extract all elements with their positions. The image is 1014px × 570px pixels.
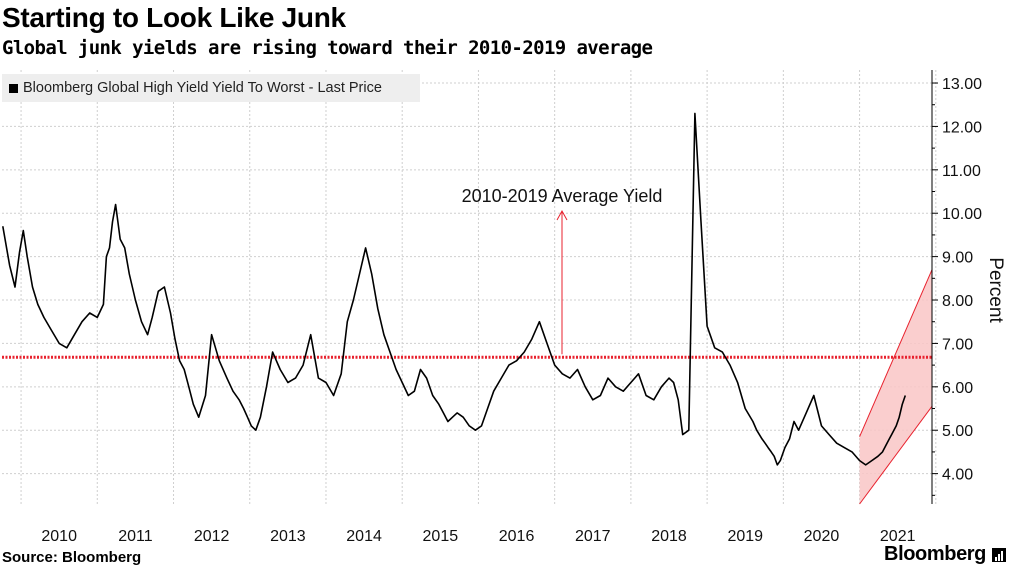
y-axis — [931, 70, 938, 504]
x-tick-label: 2018 — [651, 528, 687, 545]
chart-subtitle: Global junk yields are rising toward the… — [2, 37, 653, 59]
bar-chart-icon — [992, 547, 1006, 562]
y-tick-label: 6.00 — [942, 380, 973, 397]
legend-entry: Bloomberg Global High Yield Yield To Wor… — [23, 80, 382, 96]
x-tick-label: 2012 — [194, 528, 230, 545]
y-tick-label: 13.00 — [942, 76, 982, 93]
x-tick-label: 2010 — [41, 528, 77, 545]
chart-title: Starting to Look Like Junk — [2, 2, 346, 33]
y-tick-label: 8.00 — [942, 293, 973, 310]
x-tick-label: 2013 — [270, 528, 306, 545]
average-line-group: 2010-2019 Average Yield — [2, 186, 932, 359]
channel-lower-edge — [859, 406, 933, 505]
y-tick-label: 10.00 — [942, 206, 982, 223]
trend-channel — [859, 269, 933, 505]
legend-swatch — [9, 83, 18, 93]
x-tick-label: 2015 — [423, 528, 459, 545]
average-arrow-head — [556, 209, 568, 221]
channel-fill — [859, 269, 932, 504]
channel-upper-edge — [859, 269, 933, 437]
brand-logo: Bloomberg — [884, 543, 1006, 566]
x-tick-label: 2020 — [804, 528, 840, 545]
x-tick-label: 2019 — [727, 528, 763, 545]
y-axis-label: Percent — [985, 257, 1006, 323]
x-tick-label: 2011 — [118, 528, 153, 545]
y-tick-label: 5.00 — [942, 423, 973, 440]
x-tick-label: 2021 — [880, 528, 916, 545]
legend: Bloomberg Global High Yield Yield To Wor… — [2, 74, 420, 102]
gridlines — [2, 70, 937, 504]
y-tick-label: 7.00 — [942, 336, 973, 353]
series-group — [2, 112, 907, 466]
series-line — [2, 112, 907, 466]
x-axis-ticks: 2010 2011 2012 2013 2014 2015 2016 2017 2018 2019… — [41, 528, 915, 545]
average-annotation: 2010-2019 Average Yield — [462, 186, 663, 206]
x-tick-label: 2014 — [346, 528, 382, 545]
x-tick-label: 2016 — [499, 528, 535, 545]
x-tick-label: 2017 — [575, 528, 611, 545]
brand-name: Bloomberg — [884, 543, 986, 565]
y-axis-ticks: 4.00 5.00 6.00 7.00 8.00 9.00 10.00 11.00 12.00 1… — [942, 76, 982, 484]
y-tick-label: 12.00 — [942, 119, 982, 136]
y-tick-label: 9.00 — [942, 250, 973, 267]
y-tick-label: 11.00 — [942, 163, 981, 180]
y-tick-label: 4.00 — [942, 467, 973, 484]
source-note: Source: Bloomberg — [2, 549, 142, 566]
